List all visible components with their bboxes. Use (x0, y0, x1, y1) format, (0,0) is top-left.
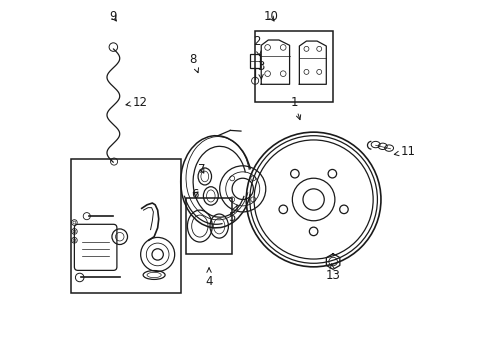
Text: 3: 3 (256, 60, 264, 79)
Text: 5: 5 (228, 205, 237, 224)
Text: 11: 11 (393, 145, 415, 158)
Text: 6: 6 (191, 188, 198, 201)
Text: 12: 12 (126, 95, 147, 108)
Bar (249, 54, 260, 68)
Text: 2: 2 (253, 35, 261, 56)
Text: 8: 8 (189, 53, 198, 73)
Text: 13: 13 (325, 264, 340, 282)
Bar (185, 198, 232, 255)
Bar (71, 159, 181, 293)
Text: 1: 1 (290, 95, 300, 120)
Text: 7: 7 (198, 163, 205, 176)
Bar (255, 31, 332, 102)
Text: 4: 4 (205, 268, 212, 288)
Text: 10: 10 (263, 10, 278, 23)
Text: 9: 9 (109, 10, 117, 23)
